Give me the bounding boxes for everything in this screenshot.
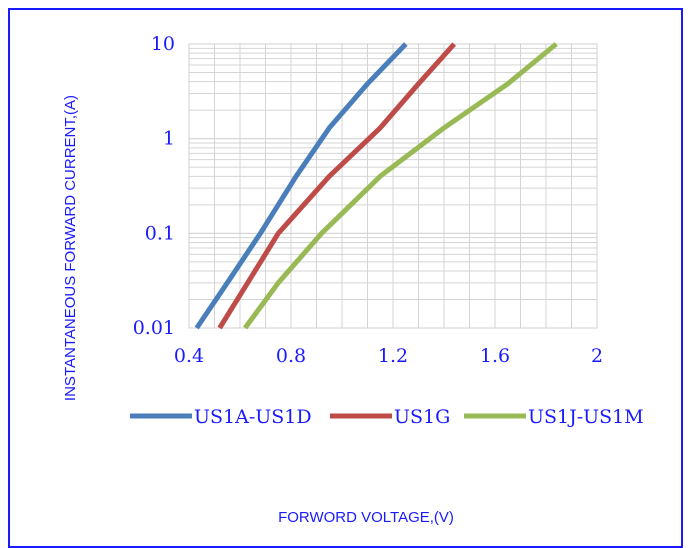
y-tick-label: 1 <box>163 128 175 150</box>
x-tick-label: 2 <box>591 345 603 367</box>
y-tick-label: 0.01 <box>133 317 175 339</box>
legend-label: US1J-US1M <box>528 406 644 428</box>
series-line <box>243 42 558 330</box>
x-tick-label: 0.8 <box>276 345 306 367</box>
x-tick-label: 1.6 <box>480 345 510 367</box>
legend-label: US1G <box>394 406 450 428</box>
legend-label: US1A-US1D <box>194 406 312 428</box>
grid <box>188 43 598 329</box>
x-axis-title: FORWORD VOLTAGE,(V) <box>278 509 454 526</box>
chart-frame <box>8 8 683 548</box>
plot-area-border <box>188 43 598 329</box>
tick-labels: 0.4 0.8 1.2 1.6 2 0.01 0.1 1 10 <box>133 33 603 367</box>
legend: US1A-US1D US1G US1J-US1M <box>130 406 644 428</box>
x-tick-label: 1.2 <box>378 345 408 367</box>
series-lines <box>194 42 558 330</box>
series-line <box>217 42 457 330</box>
series-line <box>194 42 408 330</box>
y-axis-title: INSTANTANEOUS FORWARD CURRENT,(A) <box>62 95 79 401</box>
x-tick-label: 0.4 <box>174 345 204 367</box>
y-tick-label: 0.1 <box>145 222 175 244</box>
y-tick-label: 10 <box>151 33 175 55</box>
